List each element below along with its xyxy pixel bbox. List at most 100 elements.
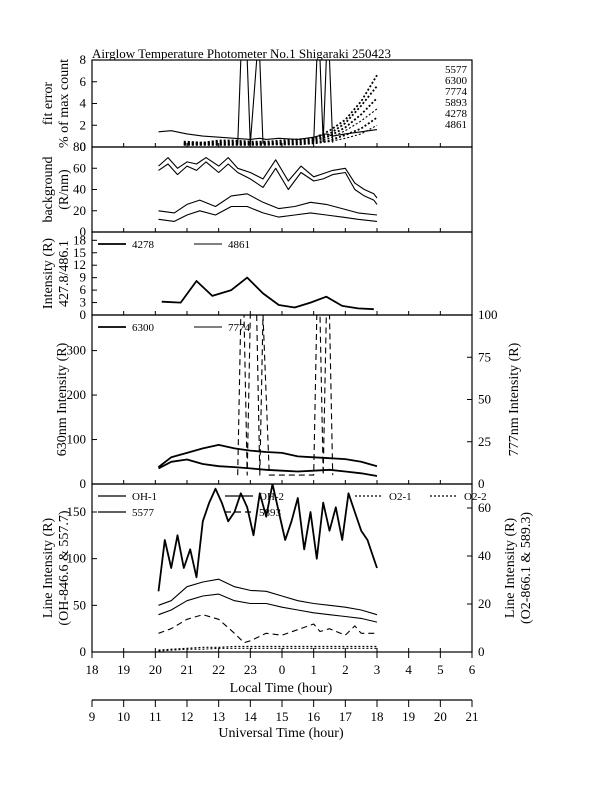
y-tick-label: 50 <box>73 597 86 612</box>
series-label-7774: 7774 <box>445 86 468 98</box>
x-tick-label-ut: 16 <box>307 709 321 724</box>
series-line-OH-2 <box>158 593 378 623</box>
legend-label-OH-2: OH-2 <box>259 491 284 503</box>
series-line-OH-1 <box>158 129 378 140</box>
y-tick-label: 0 <box>80 307 87 322</box>
y-axis-label-right: 777nm Intensity (R) <box>507 342 522 456</box>
panel-frame <box>91 146 473 233</box>
series-line-O2-2 <box>158 647 377 652</box>
x-tick-label-local: 5 <box>437 662 444 677</box>
x-tick-label-ut: 18 <box>371 709 384 724</box>
y-tick-label-right: 0 <box>478 644 485 659</box>
x-tick-label-local: 4 <box>405 662 412 677</box>
y-tick-label: 9 <box>80 270 87 285</box>
y-tick-label-right: 40 <box>478 548 491 563</box>
x-tick-label-local: 3 <box>374 662 381 677</box>
y-tick-label: 60 <box>73 160 86 175</box>
y-tick-label: 18 <box>73 232 86 247</box>
y-tick-label-right: 0 <box>478 476 485 491</box>
series-line-O2-1 <box>158 645 377 651</box>
x-tick-label-local: 2 <box>342 662 349 677</box>
y-tick-label-right: 60 <box>478 500 491 515</box>
x-tick-label-ut: 15 <box>276 709 289 724</box>
x-tick-label-local: 6 <box>469 662 476 677</box>
y-tick-label-right: 50 <box>478 392 491 407</box>
y-tick-label: 8 <box>80 52 87 67</box>
legend-label-4861: 4861 <box>228 239 250 251</box>
series-label-4861: 4861 <box>445 119 467 131</box>
y-axis-label-right: Line Intensity (R) <box>503 518 518 619</box>
series-group <box>158 60 378 146</box>
series-line-spikes <box>237 315 334 476</box>
y-axis-label-right: (O2-866.1 & 589.3) <box>519 512 534 624</box>
x-tick-label-ut: 19 <box>402 709 415 724</box>
series-line-s0 <box>158 157 378 199</box>
series-line-s1 <box>158 161 378 205</box>
y-tick-label: 40 <box>73 182 86 197</box>
y-tick-label: 0 <box>80 139 87 154</box>
x-tick-label-local: 0 <box>279 662 286 677</box>
y-axis-label: 427.8/486.1 <box>57 240 72 307</box>
legend-label-6300: 6300 <box>132 322 155 334</box>
y-tick-label: 200 <box>67 387 87 402</box>
x-tick-label-local: 1 <box>310 662 317 677</box>
y-tick-label: 15 <box>73 245 86 260</box>
panel-fit-error: 0 2 4 6 8 fit error% of max count 557763007774… <box>41 52 473 154</box>
series-line-spike-b <box>313 60 334 143</box>
series-label-4278: 4278 <box>445 108 468 120</box>
y-axis-label: fit error <box>41 82 56 125</box>
y-tick-label: 0 <box>80 224 87 239</box>
legend-label-5577: 5577 <box>132 507 155 519</box>
x-tick-label-local: 23 <box>244 662 257 677</box>
y-tick-label: 100 <box>67 432 87 447</box>
panel-frame <box>91 314 473 485</box>
y-axis-label: (OH-846.6 & 557.7) <box>57 510 72 625</box>
y-tick-label: 20 <box>73 203 86 218</box>
y-axis-label: 630nm Intensity (R) <box>55 342 70 456</box>
y-tick-label: 6 <box>80 282 87 297</box>
x-tick-label-ut: 14 <box>244 709 258 724</box>
series-line-6300 <box>183 85 378 144</box>
series-line-7774 <box>157 443 378 468</box>
x-tick-label-ut: 21 <box>466 709 479 724</box>
y-tick-label: 0 <box>80 644 87 659</box>
x-tick-label-local: 18 <box>86 662 99 677</box>
y-axis-label: background <box>41 156 56 222</box>
series-line-7774 <box>183 97 378 145</box>
chart-title: Airglow Temperature Photometer No.1 Shig… <box>92 46 391 61</box>
series-line-OH-1 <box>158 578 378 616</box>
y-tick-label: 80 <box>73 139 86 154</box>
series-group <box>161 276 374 311</box>
series-line-5577 <box>157 484 378 592</box>
y-axis-label: (R/nm) <box>57 169 72 210</box>
x-tick-label-ut: 11 <box>149 709 162 724</box>
y-tick-label: 300 <box>67 343 87 358</box>
series-line-spike-a <box>237 60 264 145</box>
x-tick-label-ut: 10 <box>117 709 130 724</box>
x-tick-label-ut: 12 <box>181 709 194 724</box>
x-tick-label-ut: 9 <box>89 709 96 724</box>
y-axis-label: % of max count <box>57 59 72 148</box>
x-axis-label-local: Local Time (hour) <box>230 681 333 696</box>
panel-frame <box>91 59 473 148</box>
y-tick-label-right: 25 <box>478 434 491 449</box>
y-tick-label: 6 <box>80 74 87 89</box>
legend-label-O2-1: O2-1 <box>389 491 412 503</box>
series-label-6300: 6300 <box>445 75 468 87</box>
series-label-5577: 5577 <box>445 64 468 76</box>
x-tick-label-local: 20 <box>149 662 162 677</box>
y-tick-label: 3 <box>80 295 87 310</box>
series-line-s2 <box>158 193 378 216</box>
y-tick-label: 12 <box>73 257 86 272</box>
x-axes: Local Time (hour) Universal Time (hour) … <box>86 652 479 741</box>
legend-label-O2-2: O2-2 <box>464 491 487 503</box>
y-tick-label: 4 <box>80 96 87 111</box>
y-tick-label: 0 <box>80 476 87 491</box>
y-tick-label: 2 <box>80 117 87 132</box>
x-tick-label-ut: 17 <box>339 709 353 724</box>
x-tick-label-local: 19 <box>117 662 130 677</box>
